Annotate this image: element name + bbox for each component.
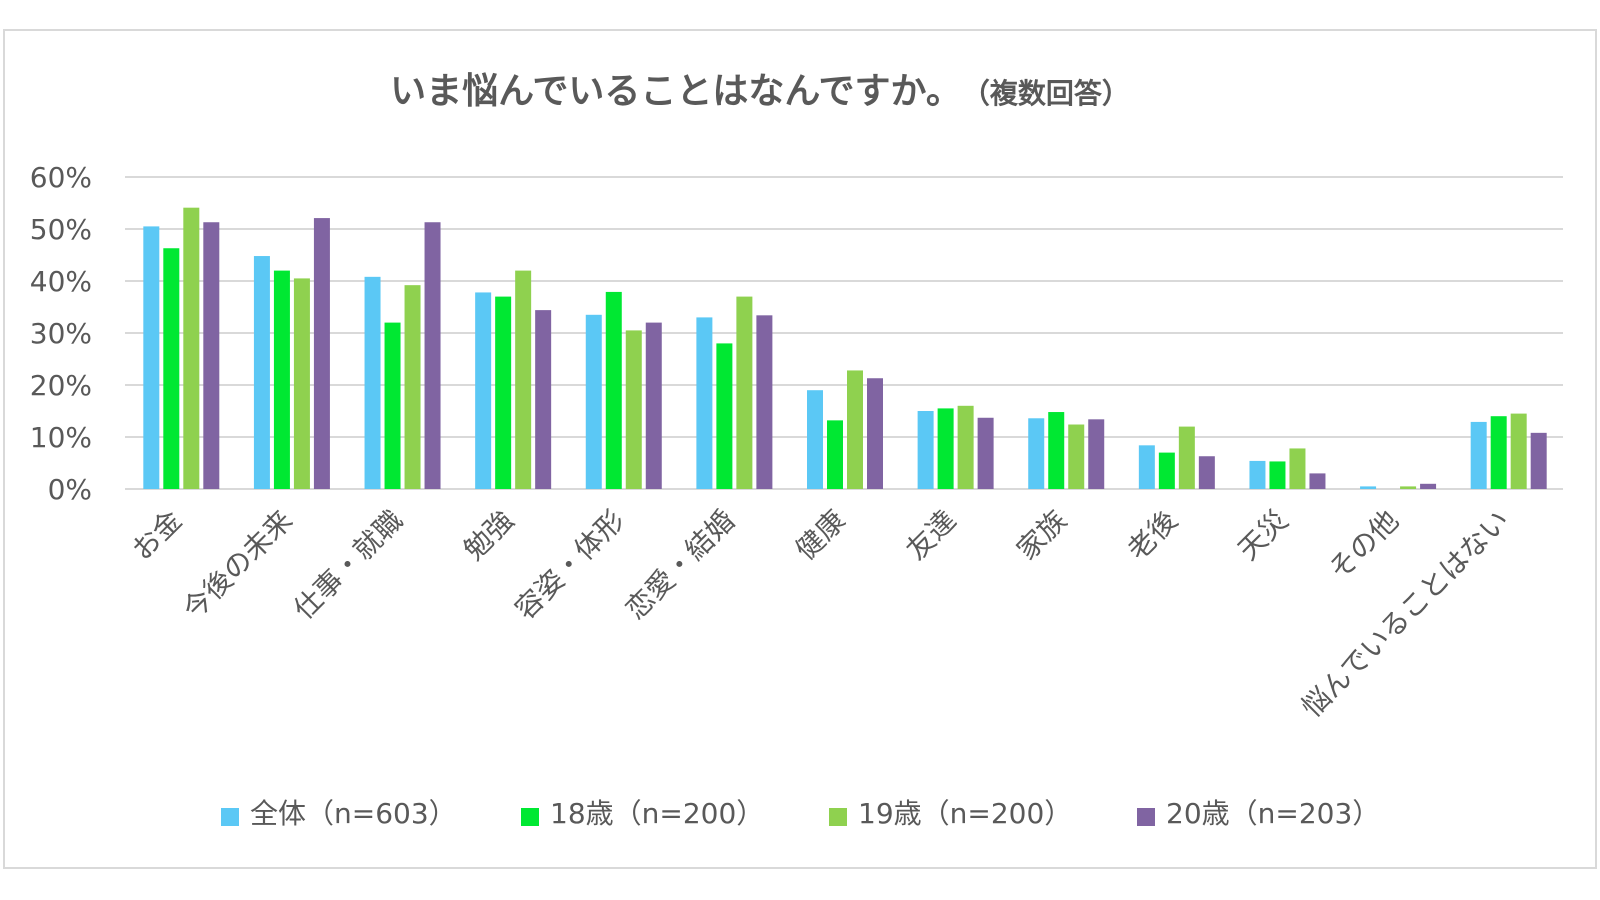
bar-4-11: [1309, 473, 1326, 489]
legend-label: 18歳（n=200）: [550, 797, 764, 830]
y-tick-label: 50%: [30, 213, 92, 246]
legend-label: 全体（n=603）: [250, 797, 457, 830]
bar-4-12: [1420, 483, 1437, 489]
category-label: 老後: [1121, 504, 1184, 567]
category-label: 恋愛・結婚: [619, 504, 741, 626]
legend: 全体（n=603） 18歳（n=200） 19歳（n=200） 20歳（n=203）: [221, 797, 1380, 830]
bar-1-5: [585, 314, 602, 489]
category-label: 天災: [1231, 504, 1294, 567]
bar-4-10: [1198, 456, 1215, 489]
bar-4-9: [1088, 419, 1105, 489]
category-label: 容姿・体形: [508, 504, 630, 626]
bar-1-12: [1360, 486, 1377, 489]
bar-1-3: [364, 276, 381, 489]
legend-swatch: [521, 808, 539, 826]
bar-1-8: [917, 411, 934, 489]
legend-label: 20歳（n=203）: [1166, 797, 1380, 830]
bar-1-6: [696, 317, 713, 489]
bar-4-3: [424, 222, 441, 490]
category-label: 仕事・就職: [287, 504, 409, 626]
y-tick-label: 0%: [48, 473, 92, 506]
y-tick-label: 30%: [30, 317, 92, 350]
category-label: お金: [125, 504, 188, 567]
category-label: 悩んでいることはない: [1295, 504, 1515, 724]
bar-1-2: [253, 256, 270, 489]
category-label: その他: [1322, 504, 1405, 587]
category-label: 勉強: [457, 504, 520, 567]
bar-2-8: [937, 408, 954, 489]
bar-2-11: [1269, 461, 1286, 489]
category-label: 友達: [900, 504, 963, 567]
bar-4-8: [977, 417, 994, 489]
bar-4-2: [313, 218, 330, 489]
legend-label: 19歳（n=200）: [858, 797, 1072, 830]
bar-2-5: [605, 291, 622, 489]
y-tick-label: 40%: [30, 265, 92, 298]
bar-2-1: [163, 248, 180, 489]
gridlines: [125, 176, 1563, 490]
category-label: 今後の未来: [177, 504, 299, 626]
bar-1-4: [475, 292, 492, 489]
bar-4-7: [867, 378, 883, 489]
category-label: 家族: [1010, 504, 1073, 567]
bar-2-13: [1490, 416, 1507, 489]
y-axis-ticks: 0% 10% 20% 30% 40% 50% 60%: [30, 161, 92, 506]
bar-2-6: [716, 343, 733, 489]
bar-4-13: [1530, 432, 1547, 489]
y-tick-label: 60%: [30, 161, 92, 194]
bar-3-9: [1068, 424, 1085, 489]
bar-2-3: [384, 322, 401, 489]
bar-3-1: [183, 207, 200, 489]
bar-1-13: [1470, 421, 1487, 489]
bar-3-8: [957, 405, 974, 489]
bar-3-5: [625, 330, 642, 489]
legend-swatch: [829, 808, 847, 826]
bar-4-5: [645, 322, 662, 489]
bar-1-1: [143, 226, 160, 489]
bar-2-7: [827, 420, 843, 489]
bar-1-7: [807, 390, 823, 489]
bar-2-9: [1048, 412, 1065, 489]
chart-title-main: いま悩んでいることはなんですか。: [390, 71, 962, 112]
bar-1-10: [1138, 445, 1155, 489]
bar-1-9: [1028, 418, 1045, 489]
bar-4-1: [203, 222, 220, 490]
bar-3-7: [847, 370, 863, 489]
chart-subtitle: （複数回答）: [976, 77, 1130, 110]
bar-3-11: [1289, 448, 1306, 489]
bar-4-6: [756, 315, 773, 489]
bar-2-4: [495, 296, 512, 489]
chart-title: いま悩んでいることはなんですか。 （複数回答）: [390, 71, 1130, 112]
bar-1-11: [1249, 460, 1266, 489]
bar-3-4: [515, 270, 532, 489]
bar-4-4: [535, 310, 552, 489]
category-label: 健康: [789, 504, 852, 567]
legend-swatch: [221, 808, 239, 826]
legend-swatch: [1137, 808, 1155, 826]
bar-2-10: [1158, 452, 1175, 489]
bar-3-13: [1510, 413, 1527, 489]
y-tick-label: 10%: [30, 421, 92, 454]
bar-3-12: [1400, 486, 1417, 489]
bar-3-10: [1178, 426, 1195, 489]
y-tick-label: 20%: [30, 369, 92, 402]
bar-2-2: [273, 270, 290, 489]
bar-3-2: [293, 278, 310, 489]
bar-3-6: [736, 296, 753, 489]
bar-3-3: [404, 285, 421, 489]
bars: [143, 207, 1547, 490]
